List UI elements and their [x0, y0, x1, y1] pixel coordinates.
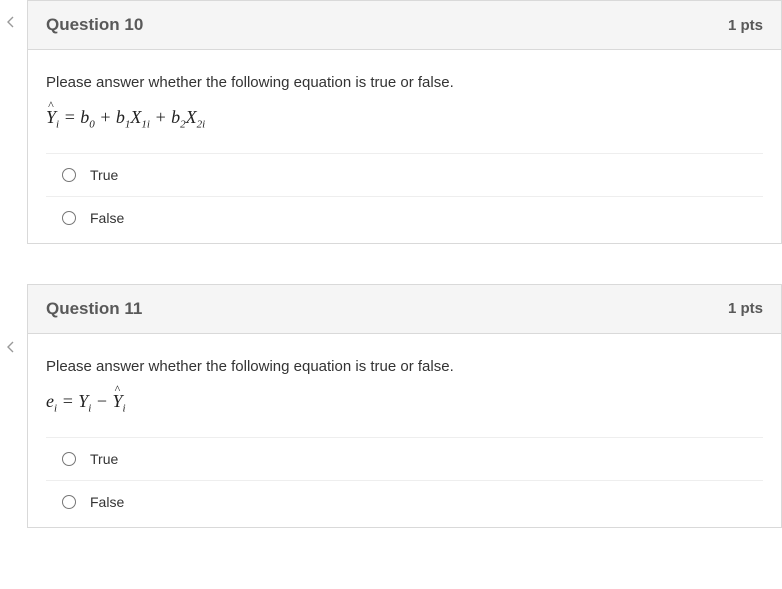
answer-row-true[interactable]: True: [46, 154, 763, 197]
answer-label: False: [90, 494, 124, 510]
drag-handle-icon: [0, 11, 22, 33]
question-header: Question 11 1 pts: [28, 285, 781, 334]
question-equation: Yi = b0 + b1X1i + b2X2i: [46, 105, 763, 133]
answer-label: True: [90, 451, 118, 467]
true-radio[interactable]: [62, 168, 76, 182]
answer-label: False: [90, 210, 124, 226]
false-radio[interactable]: [62, 211, 76, 225]
question-block-10: Question 10 1 pts Please answer whether …: [27, 0, 782, 244]
question-points: 1 pts: [728, 17, 763, 34]
answer-label: True: [90, 167, 118, 183]
question-points: 1 pts: [728, 300, 763, 317]
answer-row-false[interactable]: False: [46, 481, 763, 523]
question-block-11: Question 11 1 pts Please answer whether …: [27, 284, 782, 528]
answers-group: True False: [46, 437, 763, 523]
question-prompt: Please answer whether the following equa…: [46, 358, 763, 375]
question-header: Question 10 1 pts: [28, 1, 781, 50]
answer-row-false[interactable]: False: [46, 197, 763, 239]
answer-row-true[interactable]: True: [46, 438, 763, 481]
question-prompt: Please answer whether the following equa…: [46, 74, 763, 91]
drag-handle-icon: [0, 336, 22, 358]
false-radio[interactable]: [62, 495, 76, 509]
question-equation: ei = Yi − Yi: [46, 389, 763, 417]
answers-group: True False: [46, 153, 763, 239]
question-title: Question 10: [46, 15, 143, 35]
true-radio[interactable]: [62, 452, 76, 466]
question-title: Question 11: [46, 299, 142, 319]
